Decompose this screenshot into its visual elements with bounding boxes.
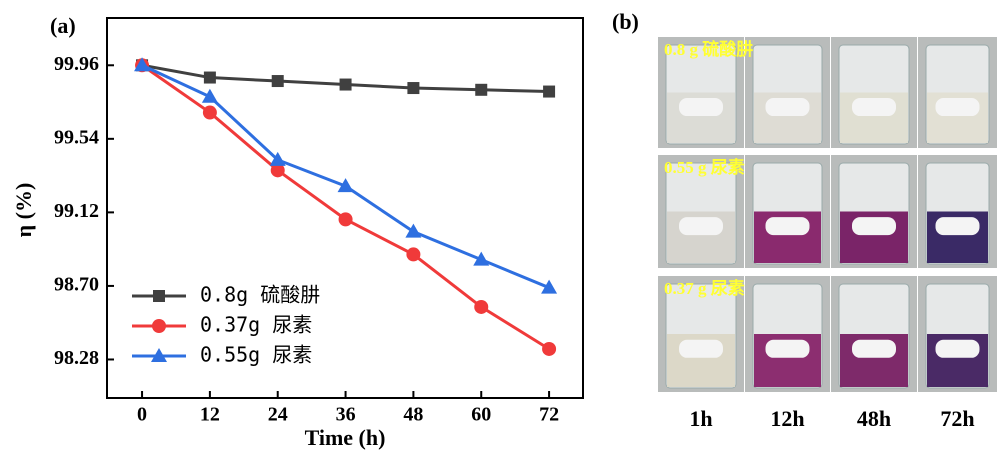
marker <box>405 224 421 238</box>
marker <box>340 79 352 91</box>
y-tick-label: 98.70 <box>54 274 99 296</box>
column-label: 12h <box>770 406 804 431</box>
x-tick-label: 72 <box>539 404 559 426</box>
marker <box>407 82 419 94</box>
plot-frame <box>107 18 583 398</box>
y-tick-label: 99.96 <box>54 53 99 75</box>
marker <box>153 290 165 302</box>
x-tick-label: 36 <box>336 404 356 426</box>
x-tick-label: 12 <box>200 404 220 426</box>
marker <box>406 247 420 261</box>
beaker-label <box>852 217 896 235</box>
column-label: 48h <box>857 406 891 431</box>
beaker-label <box>936 340 980 358</box>
x-axis-title: Time (h) <box>305 425 386 450</box>
beaker-label <box>852 340 896 358</box>
legend-label: 0.8g 硫酸肼 <box>200 283 320 307</box>
beaker-label <box>852 98 896 116</box>
marker <box>204 72 216 84</box>
marker <box>272 75 284 87</box>
x-tick-label: 48 <box>403 404 423 426</box>
x-tick-label: 24 <box>268 404 288 426</box>
series-line <box>142 65 549 287</box>
y-tick-label: 98.28 <box>54 347 99 369</box>
beaker-label <box>936 98 980 116</box>
column-label: 72h <box>940 406 974 431</box>
beaker-label <box>766 340 810 358</box>
y-tick-label: 99.54 <box>54 126 99 148</box>
marker <box>543 86 555 98</box>
row-label: 0.55 g 尿素 <box>664 158 745 177</box>
marker <box>475 84 487 96</box>
panel-label: (a) <box>50 13 76 38</box>
y-axis-title: η (%) <box>11 183 36 238</box>
beaker-label <box>766 98 810 116</box>
y-tick-label: 99.12 <box>54 200 99 222</box>
marker <box>203 106 217 120</box>
beaker-label <box>766 217 810 235</box>
beaker-label <box>679 340 723 358</box>
beaker-label <box>679 217 723 235</box>
row-label: 0.37 g 尿素 <box>664 279 745 298</box>
page: {"chart_data": {"type": "line", "panel_l… <box>0 0 1000 453</box>
legend-label: 0.37g 尿素 <box>200 313 312 337</box>
beaker-label <box>936 217 980 235</box>
x-tick-label: 0 <box>137 404 147 426</box>
legend-label: 0.55g 尿素 <box>200 343 312 367</box>
beaker-label <box>679 98 723 116</box>
photo-grid: 0.8 g 硫酸肼 0.55 g 尿素 0.37 g 尿素 1h 12h 48h 72h <box>658 37 997 431</box>
marker <box>474 300 488 314</box>
row-label: 0.8 g 硫酸肼 <box>664 39 753 59</box>
figure: (a) Time (h) η (%) (b) 0.8 g 硫酸肼 0.55 g 尿… <box>0 0 1000 453</box>
column-label: 1h <box>689 406 712 431</box>
marker <box>542 342 556 356</box>
panel-label: (b) <box>612 9 639 34</box>
x-tick-label: 60 <box>471 404 491 426</box>
marker <box>339 212 353 226</box>
marker <box>152 319 166 333</box>
